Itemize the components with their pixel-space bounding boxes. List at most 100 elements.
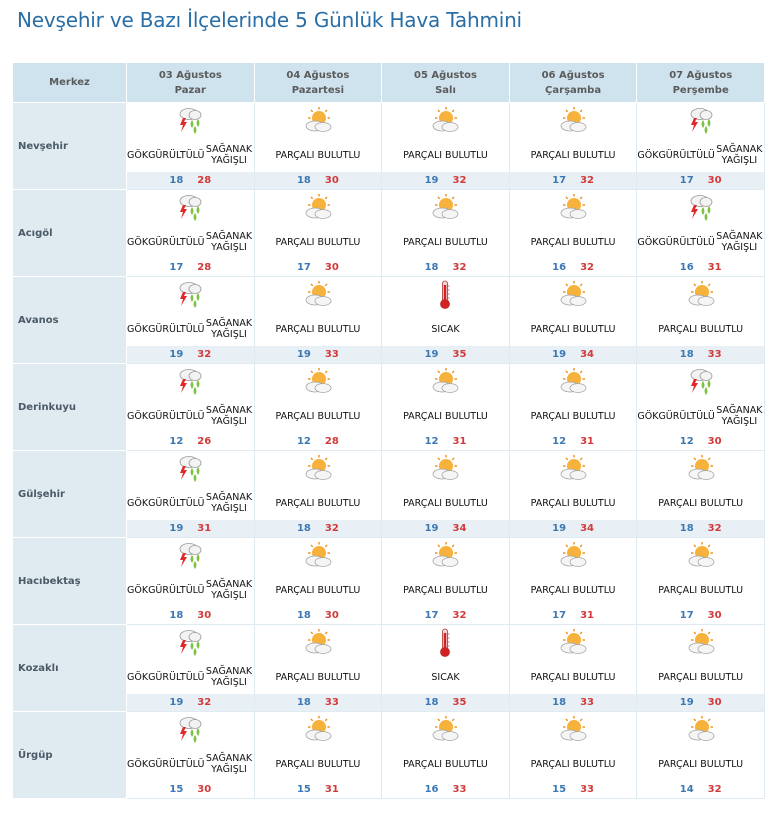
forecast-cell: PARÇALI BULUTLU 17 32: [381, 537, 510, 625]
table-row: Acıgöl GÖKGÜRÜLTÜLÜ SAĞANAK YAĞIŞLI 17 28 P…: [12, 189, 765, 277]
min-temp: 16: [424, 784, 439, 795]
condition-line2: SAĞANAK YAĞIŞLI: [205, 318, 253, 340]
condition-text: PARÇALI BULUTLU: [382, 138, 509, 172]
condition-text: PARÇALI BULUTLU: [510, 399, 637, 433]
min-temp: 19: [169, 349, 184, 360]
min-temp: 19: [552, 349, 567, 360]
condition-line2: SAĞANAK YAĞIŞLI: [205, 579, 253, 601]
condition-text: PARÇALI BULUTLU: [510, 660, 637, 694]
forecast-cell: PARÇALI BULUTLU 18 33: [253, 624, 383, 712]
partly-cloudy-icon: [510, 277, 637, 312]
max-temp: 31: [197, 523, 212, 534]
city-name: Kozaklı: [12, 624, 127, 712]
forecast-cell: GÖKGÜRÜLTÜLÜ SAĞANAK YAĞIŞLI 19 32: [126, 276, 255, 364]
condition-line1: PARÇALI BULUTLU: [530, 323, 616, 335]
max-temp: 30: [707, 436, 722, 447]
max-temp: 34: [580, 523, 594, 534]
condition-line1: PARÇALI BULUTLU: [658, 671, 744, 683]
condition-text: PARÇALI BULUTLU: [255, 138, 382, 172]
condition-line1: PARÇALI BULUTLU: [658, 758, 744, 770]
temperature-range: 18 32: [382, 259, 509, 276]
day-header: 05 Ağustos Salı: [381, 62, 510, 103]
temperature-range: 19 34: [509, 346, 637, 363]
table-row: Ürgüp GÖKGÜRÜLTÜLÜ SAĞANAK YAĞIŞLI 15 30 PA…: [12, 711, 765, 799]
partly-cloudy-icon: [255, 277, 382, 312]
forecast-cell: PARÇALI BULUTLU 18 33: [508, 624, 638, 712]
forecast-cell: PARÇALI BULUTLU 17 31: [508, 537, 638, 625]
min-temp: 17: [552, 175, 567, 186]
temperature-range: 19 32: [127, 346, 254, 363]
max-temp: 31: [707, 262, 722, 273]
min-temp: 17: [424, 610, 439, 621]
max-temp: 32: [197, 349, 212, 360]
partly-cloudy-icon: [637, 451, 764, 486]
max-temp: 33: [707, 349, 722, 360]
min-temp: 19: [296, 349, 311, 360]
min-temp: 18: [169, 610, 184, 621]
max-temp: 31: [580, 436, 594, 447]
condition-line1: PARÇALI BULUTLU: [275, 671, 361, 683]
min-temp: 16: [552, 262, 567, 273]
city-name: Derinkuyu: [12, 363, 127, 451]
min-temp: 17: [169, 262, 184, 273]
min-temp: 15: [296, 784, 311, 795]
condition-text: PARÇALI BULUTLU: [382, 486, 509, 520]
max-temp: 30: [707, 697, 722, 708]
max-temp: 33: [324, 697, 339, 708]
temperature-range: 19 34: [382, 520, 509, 537]
condition-text: PARÇALI BULUTLU: [510, 225, 637, 259]
temperature-range: 16 33: [382, 781, 509, 798]
city-name: Avanos: [12, 276, 127, 364]
min-temp: 19: [424, 523, 439, 534]
condition-line1: PARÇALI BULUTLU: [275, 758, 361, 770]
condition-line1: GÖKGÜRÜLTÜLÜ: [127, 410, 205, 422]
temperature-range: 17 28: [127, 259, 254, 276]
condition-text: GÖKGÜRÜLTÜLÜ SAĞANAK YAĞIŞLI: [637, 225, 764, 259]
max-temp: 30: [324, 262, 339, 273]
condition-line1: PARÇALI BULUTLU: [530, 671, 616, 683]
city-name: Acıgöl: [12, 189, 127, 277]
thunderstorm-rain-icon: [127, 103, 254, 138]
max-temp: 30: [197, 784, 212, 795]
condition-line2: SAĞANAK YAĞIŞLI: [205, 492, 253, 514]
forecast-cell: GÖKGÜRÜLTÜLÜ SAĞANAK YAĞIŞLI 12 30: [636, 363, 765, 451]
max-temp: 32: [452, 610, 467, 621]
forecast-cell: PARÇALI BULUTLU 19 34: [508, 276, 638, 364]
forecast-cell: PARÇALI BULUTLU 18 32: [381, 189, 510, 277]
min-temp: 19: [424, 175, 439, 186]
min-temp: 18: [424, 697, 439, 708]
condition-line1: GÖKGÜRÜLTÜLÜ: [127, 236, 205, 248]
temperature-range: 19 31: [127, 520, 254, 537]
min-temp: 19: [424, 349, 439, 360]
temperature-range: 17 30: [637, 607, 764, 624]
condition-text: PARÇALI BULUTLU: [637, 486, 764, 520]
table-row: Derinkuyu GÖKGÜRÜLTÜLÜ SAĞANAK YAĞIŞLI 12 2…: [12, 363, 765, 451]
temperature-range: 15 33: [509, 781, 637, 798]
thunderstorm-rain-icon: [637, 103, 764, 138]
condition-line1: PARÇALI BULUTLU: [658, 497, 744, 509]
forecast-cell: PARÇALI BULUTLU 15 31: [253, 711, 383, 799]
forecast-cell: PARÇALI BULUTLU 15 33: [508, 711, 638, 799]
max-temp: 31: [324, 784, 339, 795]
condition-text: PARÇALI BULUTLU: [255, 660, 382, 694]
day-date: 07 Ağustos: [669, 69, 733, 81]
min-temp: 17: [679, 610, 694, 621]
partly-cloudy-icon: [637, 712, 764, 747]
day-header: 04 Ağustos Pazartesi: [253, 62, 383, 103]
forecast-cell: PARÇALI BULUTLU 18 32: [636, 450, 765, 538]
temperature-range: 18 32: [637, 520, 764, 537]
partly-cloudy-icon: [382, 190, 509, 225]
condition-text: PARÇALI BULUTLU: [510, 747, 637, 781]
partly-cloudy-icon: [382, 451, 509, 486]
condition-text: GÖKGÜRÜLTÜLÜ SAĞANAK YAĞIŞLI: [127, 486, 254, 520]
temperature-range: 18 28: [127, 172, 254, 189]
partly-cloudy-icon: [255, 190, 382, 225]
forecast-cell: GÖKGÜRÜLTÜLÜ SAĞANAK YAĞIŞLI 17 30: [636, 102, 765, 190]
table-row: Avanos GÖKGÜRÜLTÜLÜ SAĞANAK YAĞIŞLI 19 32 P…: [12, 276, 765, 364]
partly-cloudy-icon: [510, 712, 637, 747]
condition-text: PARÇALI BULUTLU: [255, 312, 382, 346]
forecast-cell: PARÇALI BULUTLU 17 30: [253, 189, 383, 277]
forecast-cell: PARÇALI BULUTLU 19 34: [508, 450, 638, 538]
day-date: 05 Ağustos: [414, 69, 477, 81]
forecast-cell: PARÇALI BULUTLU 18 30: [253, 537, 383, 625]
